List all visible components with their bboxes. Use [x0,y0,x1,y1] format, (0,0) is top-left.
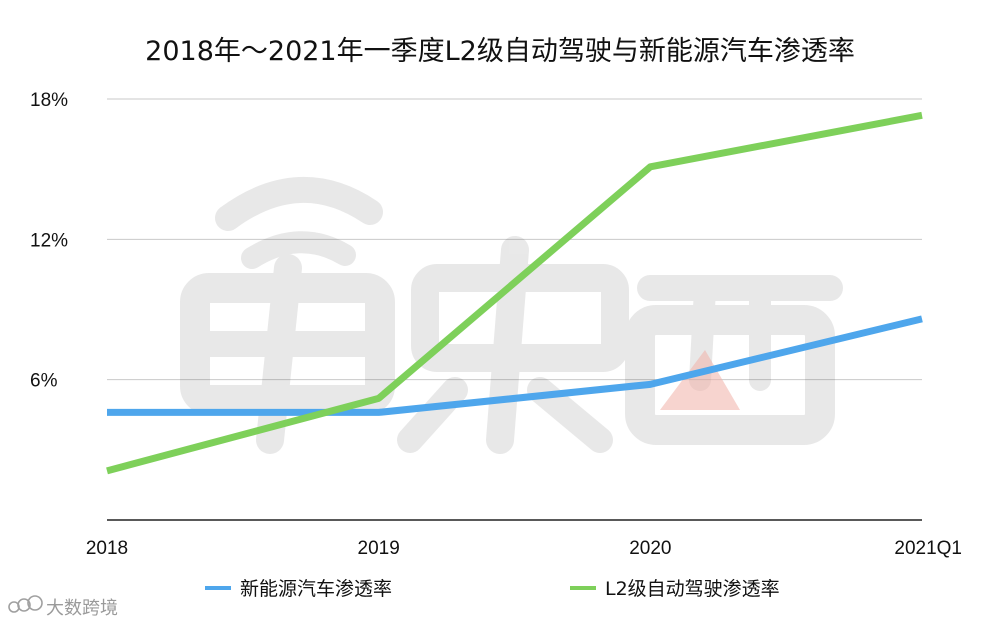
legend-label: L2级自动驾驶渗透率 [605,578,780,600]
dashuju-watermark: 大数跨境 [8,595,118,619]
x-tick-label: 2021Q1 [894,538,962,559]
x-tick-label: 2020 [629,538,671,559]
chart-title: 2018年～2021年一季度L2级自动驾驶与新能源汽车渗透率 [145,36,855,67]
watermark-accent-shape [660,350,740,410]
grid-lines [107,98,922,381]
series-lines [106,111,923,475]
y-tick-label: 12% [30,230,68,251]
x-tick-label: 2019 [358,538,400,559]
x-tick-label: 2018 [86,538,128,559]
y-axis-tick-labels: 6% 12% 18% [30,90,68,392]
series-line-0 [107,315,923,416]
legend-label: 新能源汽车渗透率 [240,578,392,600]
y-tick-label: 18% [30,90,68,111]
dashuju-logo-icon [8,595,43,613]
watermark-text: 大数跨境 [46,598,118,619]
series-line-1 [106,111,923,475]
y-tick-label: 6% [30,371,58,392]
legend: 新能源汽车渗透率 L2级自动驾驶渗透率 [205,578,780,600]
x-axis-tick-labels: 2018 2019 2020 2021Q1 [86,538,962,559]
